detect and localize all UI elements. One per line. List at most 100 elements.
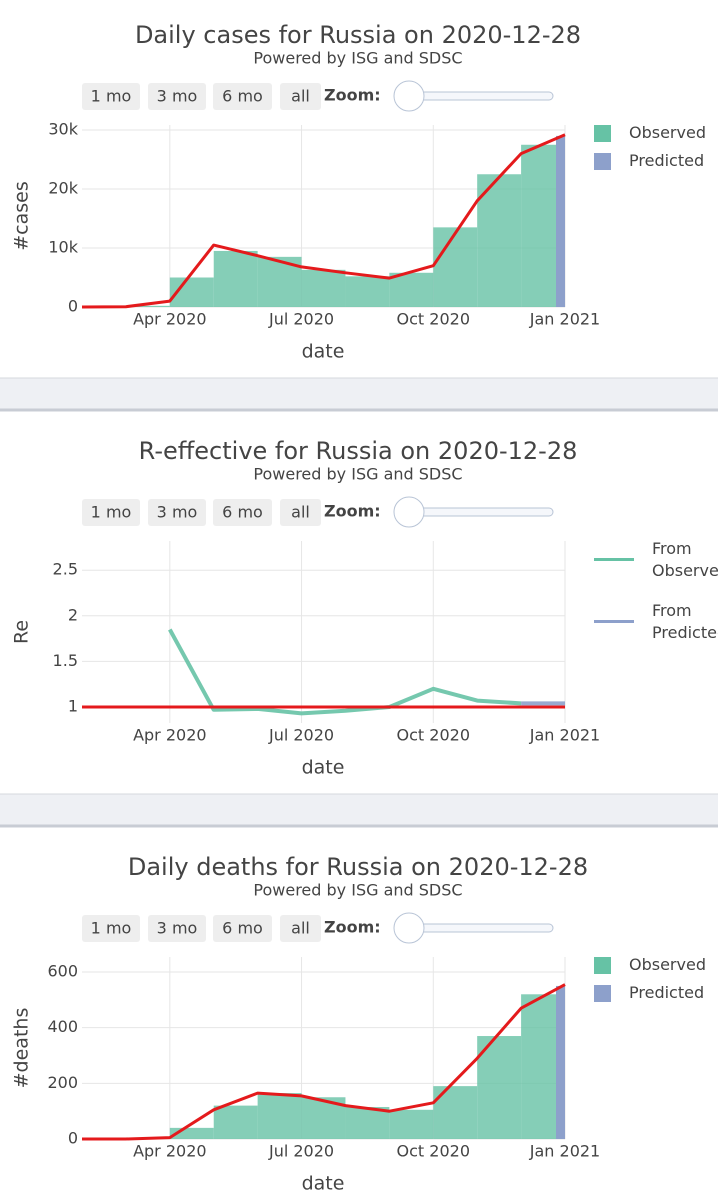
- legend-label: Observed: [629, 955, 706, 974]
- legend-item: Predicted: [594, 982, 718, 1004]
- chart-title: Daily deaths for Russia on 2020-12-28: [128, 853, 588, 881]
- range-button-label[interactable]: 6 mo: [222, 503, 263, 522]
- x-tick-label: Jul 2020: [268, 310, 334, 329]
- bar: [389, 1109, 434, 1139]
- legend-swatch: [594, 985, 611, 1002]
- y-tick-label: 2.5: [53, 560, 78, 579]
- x-tick-label: Jan 2021: [529, 726, 600, 745]
- legend-swatch: [594, 620, 634, 623]
- zoom-track[interactable]: [404, 91, 554, 101]
- range-button[interactable]: [148, 915, 206, 942]
- bar: [345, 276, 390, 307]
- range-button-label[interactable]: 1 mo: [91, 919, 132, 938]
- y-tick-label: 20k: [48, 179, 78, 198]
- range-button[interactable]: [280, 83, 321, 110]
- zoom-handle[interactable]: [393, 912, 425, 944]
- x-tick-label: Jul 2020: [268, 1142, 334, 1161]
- zoom-track[interactable]: [404, 923, 554, 933]
- legend: Observed Predicted: [594, 122, 718, 178]
- range-button[interactable]: [280, 915, 321, 942]
- separator: [0, 794, 718, 826]
- bar: [213, 250, 258, 307]
- y-tick-label: 600: [47, 962, 78, 981]
- range-button[interactable]: [213, 915, 272, 942]
- legend-label: Observed: [629, 123, 706, 142]
- legend-swatch: [594, 125, 611, 142]
- range-button-label[interactable]: 3 mo: [157, 87, 198, 106]
- bar: [477, 174, 522, 307]
- x-tick-label: Oct 2020: [397, 310, 470, 329]
- bar: [433, 227, 478, 307]
- zoom-handle[interactable]: [393, 80, 425, 112]
- bar: [125, 305, 170, 307]
- bar: [257, 1093, 302, 1139]
- range-button-label[interactable]: all: [291, 87, 310, 106]
- x-tick-label: Apr 2020: [133, 726, 206, 745]
- zoom-label: Zoom:: [324, 918, 381, 937]
- range-button[interactable]: [148, 499, 206, 526]
- range-button-label[interactable]: 6 mo: [222, 87, 263, 106]
- range-button-label[interactable]: 6 mo: [222, 919, 263, 938]
- range-button-label[interactable]: 3 mo: [157, 919, 198, 938]
- bar: [556, 135, 565, 307]
- range-button-label[interactable]: all: [291, 503, 310, 522]
- y-tick-label: 200: [47, 1073, 78, 1092]
- range-button[interactable]: [213, 499, 272, 526]
- legend-item: Predicted: [594, 150, 718, 172]
- range-button-label[interactable]: 1 mo: [91, 503, 132, 522]
- range-button[interactable]: [82, 915, 140, 942]
- legend-item: From Observed: [594, 538, 718, 582]
- series-line: [168, 628, 522, 716]
- y-tick-label: 1: [68, 697, 78, 716]
- legend-swatch: [594, 558, 634, 561]
- chart-title: Daily cases for Russia on 2020-12-28: [135, 21, 581, 49]
- bar: [345, 1106, 390, 1139]
- bar: [389, 272, 434, 307]
- y-tick-label: 2: [68, 605, 78, 624]
- range-button[interactable]: [82, 83, 140, 110]
- zoom-track[interactable]: [404, 507, 554, 517]
- x-tick-label: Jul 2020: [268, 726, 334, 745]
- x-tick-label: Apr 2020: [133, 310, 206, 329]
- range-button[interactable]: [280, 499, 321, 526]
- legend-item: Observed: [594, 954, 718, 976]
- x-axis-title: date: [302, 757, 345, 779]
- zoom-label: Zoom:: [324, 502, 381, 521]
- y-tick-label: 1.5: [53, 651, 78, 670]
- bar: [556, 985, 565, 1139]
- trend-line: [81, 133, 566, 309]
- x-tick-label: Jan 2021: [529, 310, 600, 329]
- zoom-handle[interactable]: [393, 496, 425, 528]
- y-tick-label: 10k: [48, 238, 78, 257]
- legend-swatch: [594, 957, 611, 974]
- x-tick-label: Oct 2020: [397, 1142, 470, 1161]
- range-button-label[interactable]: 3 mo: [157, 503, 198, 522]
- zoom-label: Zoom:: [324, 86, 381, 105]
- x-axis-title: date: [302, 341, 345, 363]
- x-tick-label: Apr 2020: [133, 1142, 206, 1161]
- legend-swatch: [594, 153, 611, 170]
- legend-item: Observed: [594, 122, 718, 144]
- x-tick-label: Oct 2020: [397, 726, 470, 745]
- range-button[interactable]: [148, 83, 206, 110]
- legend-label: From Predicted: [652, 601, 718, 642]
- y-axis-title: #cases: [11, 181, 33, 251]
- y-tick-label: 30k: [48, 120, 78, 139]
- x-tick-label: Jan 2021: [529, 1142, 600, 1161]
- y-axis-title: Re: [11, 620, 33, 644]
- legend-label: Predicted: [629, 983, 705, 1002]
- bar: [301, 269, 346, 307]
- range-button-label[interactable]: 1 mo: [91, 87, 132, 106]
- legend: From Observed From Predicted: [594, 538, 718, 662]
- range-button[interactable]: [213, 83, 272, 110]
- y-tick-label: 400: [47, 1017, 78, 1036]
- chart-subtitle: Powered by ISG and SDSC: [253, 881, 462, 900]
- range-button-label[interactable]: all: [291, 919, 310, 938]
- range-button[interactable]: [82, 499, 140, 526]
- bar: [169, 1127, 214, 1139]
- legend-label: Predicted: [629, 151, 705, 170]
- separator: [0, 378, 718, 410]
- bar: [477, 1036, 522, 1139]
